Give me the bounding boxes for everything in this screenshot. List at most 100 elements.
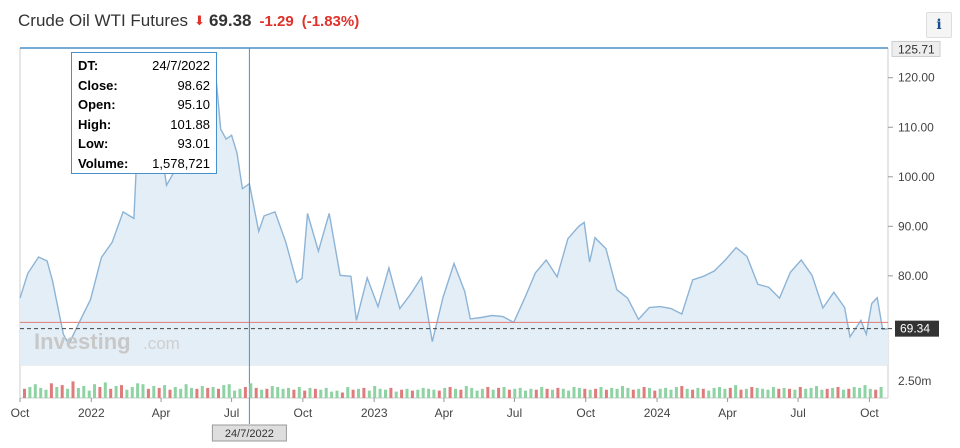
volume-bar (836, 387, 840, 398)
volume-bar (297, 387, 301, 398)
y-axis-label: 110.00 (898, 120, 934, 134)
volume-bar (815, 386, 818, 398)
tooltip-value: 101.88 (170, 116, 210, 132)
volume-bar (152, 386, 156, 398)
volume-bar (98, 387, 102, 398)
volume-bar (497, 387, 501, 398)
volume-bar (249, 383, 253, 398)
volume-bar (658, 388, 662, 398)
volume-bar (405, 388, 409, 398)
volume-bar (276, 387, 280, 398)
volume-bar (362, 387, 366, 398)
volume-bar (130, 387, 134, 398)
volume-bar (400, 389, 404, 398)
volume-bar (588, 389, 592, 398)
current-price-badge (895, 320, 939, 337)
volume-bar (55, 387, 59, 398)
volume-bar (567, 390, 571, 398)
volume-bar (367, 390, 371, 398)
volume-bar (44, 389, 48, 398)
crosshair-date-badge (211, 424, 287, 442)
volume-bar (685, 388, 689, 398)
volume-bar (874, 389, 878, 398)
volume-bar (621, 386, 624, 398)
volume-bar (33, 384, 37, 398)
volume-bar (421, 387, 425, 398)
volume-bar (561, 388, 565, 398)
volume-bar (335, 390, 339, 398)
volume-bar (669, 389, 673, 398)
volume-bar (23, 388, 26, 398)
x-axis-label: 2022 (78, 406, 105, 420)
volume-bar (195, 388, 199, 398)
volume-bar (788, 388, 791, 398)
volume-bar (734, 385, 738, 398)
volume-bar (238, 388, 242, 398)
y-axis-label: 100.00 (898, 170, 935, 184)
volume-bar (615, 388, 619, 398)
volume-bar (260, 389, 264, 398)
tooltip-row: Close: 98.62 (78, 76, 210, 96)
volume-bar (502, 387, 506, 398)
volume-bar (378, 388, 382, 398)
volume-bar (373, 386, 377, 398)
volume-bar (432, 389, 436, 398)
volume-bar (464, 386, 468, 398)
volume-bar (28, 387, 32, 398)
volume-bar (173, 387, 177, 398)
volume-bar (222, 385, 226, 398)
y-axis-label: 90.00 (898, 219, 928, 233)
volume-bar (577, 387, 581, 398)
volume-bar (427, 388, 431, 398)
volume-bar (610, 387, 614, 398)
last-price: 69.38 (208, 11, 252, 30)
volume-bar (728, 387, 732, 398)
tooltip-row: Open: 95.10 (78, 95, 210, 115)
volume-bar (583, 388, 587, 398)
volume-axis-label: 2.50m (898, 374, 931, 388)
tooltip-key: DT: (78, 58, 99, 73)
volume-bar (831, 387, 835, 398)
volume-bar (809, 387, 813, 398)
volume-bar (858, 387, 862, 398)
volume-bar (384, 389, 387, 398)
volume-bar (443, 387, 447, 398)
tooltip-value: 98.62 (177, 77, 210, 93)
volume-bar (637, 388, 641, 398)
volume-bar (696, 387, 700, 398)
volume-bar (254, 387, 258, 398)
volume-bar (701, 388, 705, 398)
volume-bar (87, 390, 91, 398)
x-axis-label: Apr (435, 406, 454, 420)
tooltip-value: 24/7/2022 (152, 58, 210, 73)
max-price-label: 125.71 (898, 42, 935, 56)
volume-bar (292, 389, 296, 398)
volume-bar (270, 386, 274, 398)
volume-bar (454, 388, 457, 398)
volume-bar (303, 390, 307, 398)
volume-bar (125, 389, 129, 398)
volume-bar (707, 390, 711, 398)
volume-bar (798, 387, 802, 398)
volume-bar (868, 388, 872, 398)
volume-bar (120, 385, 123, 398)
volume-bar (243, 387, 247, 398)
volume-bar (217, 388, 220, 398)
volume-bar (545, 388, 549, 398)
x-axis-label: Jul (507, 406, 522, 420)
volume-bar (437, 390, 441, 398)
x-axis-label: Oct (576, 406, 595, 420)
x-axis-label: 2024 (644, 406, 671, 420)
volume-bar (631, 389, 635, 398)
x-axis-label: Apr (152, 406, 171, 420)
volume-bar (518, 387, 522, 398)
volume-bar (114, 386, 118, 398)
volume-bar (200, 386, 204, 398)
volume-bar (136, 383, 140, 398)
info-button[interactable]: i (926, 12, 952, 38)
volume-bar (863, 385, 867, 398)
volume-bar (755, 387, 759, 398)
volume-bar (265, 388, 269, 398)
x-axis-label: Jul (224, 406, 239, 420)
